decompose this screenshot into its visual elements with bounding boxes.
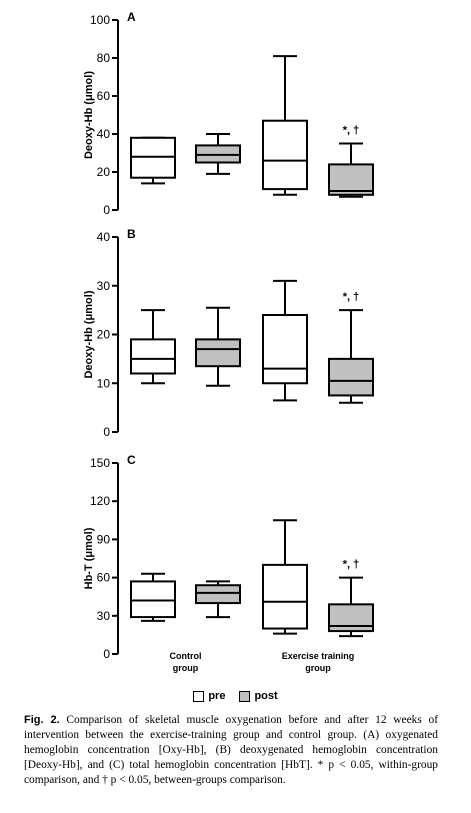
iqr-box xyxy=(328,357,374,397)
legend: pre post xyxy=(0,690,471,702)
significance-annotation: *, † xyxy=(343,125,360,137)
y-tick-label: 40 xyxy=(97,127,111,141)
y-axis-label: Hb-T (μmol) xyxy=(83,527,95,589)
y-tick-label: 120 xyxy=(90,494,110,508)
y-tick-label: 60 xyxy=(97,571,111,585)
panel-label: B xyxy=(127,227,136,241)
y-tick-label: 90 xyxy=(97,532,111,546)
y-tick-label: 20 xyxy=(97,165,111,179)
y-tick-label: 150 xyxy=(90,456,110,470)
panel-label: A xyxy=(127,10,136,24)
y-axis-label: Deoxy-Hb (μmol) xyxy=(83,290,95,378)
iqr-box xyxy=(328,603,374,633)
y-tick-label: 0 xyxy=(103,203,110,217)
x-label-exercise: Exercise training xyxy=(282,651,355,661)
y-tick-label: 30 xyxy=(97,279,111,293)
significance-annotation: *, † xyxy=(343,559,360,571)
x-label-exercise-group: group xyxy=(305,663,331,673)
x-label-control-group: group xyxy=(173,663,199,673)
y-tick-label: 10 xyxy=(97,376,111,390)
legend-post-swatch xyxy=(239,690,251,702)
iqr-box xyxy=(195,584,241,605)
y-tick-label: 40 xyxy=(97,230,111,244)
y-tick-label: 0 xyxy=(103,647,110,661)
iqr-box xyxy=(262,314,308,385)
iqr-box xyxy=(262,563,308,630)
caption-label: Fig. 2. xyxy=(24,714,60,726)
iqr-box xyxy=(262,119,308,191)
x-label-control: Control xyxy=(170,651,202,661)
iqr-box xyxy=(328,163,374,196)
y-tick-label: 20 xyxy=(97,328,111,342)
figure-caption: Fig. 2. Comparison of skeletal muscle ox… xyxy=(24,713,438,788)
legend-pre-swatch xyxy=(193,690,205,702)
y-tick-label: 100 xyxy=(90,13,110,27)
figure-chart: 0 20 40 60 80 100 A Deoxy-Hb (μmol) *, † 0 10 20 30 4… xyxy=(83,10,374,673)
significance-annotation: *, † xyxy=(343,291,360,303)
legend-post-label: post xyxy=(254,690,278,702)
y-tick-label: 80 xyxy=(97,51,111,65)
y-tick-label: 30 xyxy=(97,609,111,623)
legend-pre-label: pre xyxy=(208,690,226,702)
caption-text: Comparison of skeletal muscle oxygenatio… xyxy=(24,714,438,786)
panel-label: C xyxy=(127,453,136,467)
y-tick-label: 60 xyxy=(97,89,111,103)
y-tick-label: 0 xyxy=(103,425,110,439)
y-axis-label: Deoxy-Hb (μmol) xyxy=(83,71,95,159)
iqr-box xyxy=(130,338,176,375)
iqr-box xyxy=(195,338,241,368)
iqr-box xyxy=(130,580,176,619)
